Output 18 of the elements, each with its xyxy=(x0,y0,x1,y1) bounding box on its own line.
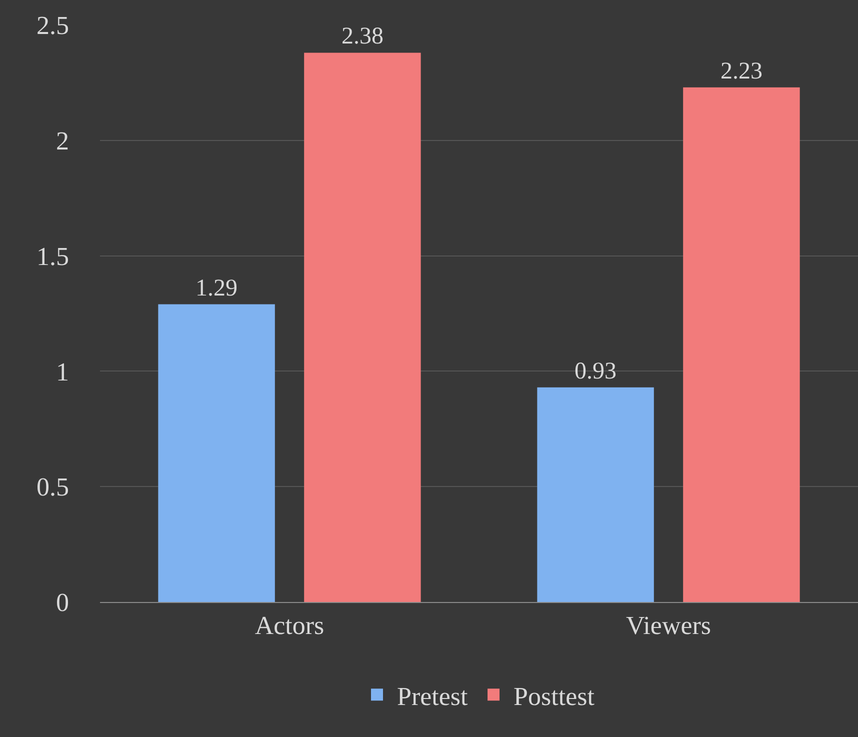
x-tick-label: Actors xyxy=(254,611,324,640)
bar xyxy=(158,304,275,602)
y-tick-label: 1 xyxy=(56,357,69,386)
legend-label: Posttest xyxy=(514,682,596,711)
data-label: 2.38 xyxy=(341,24,384,50)
bar xyxy=(304,52,421,602)
y-tick-label: 1.5 xyxy=(36,242,69,271)
bar xyxy=(537,387,654,602)
y-tick-label: 0.5 xyxy=(36,472,69,502)
bar xyxy=(683,87,800,602)
data-label: 2.23 xyxy=(720,58,762,84)
y-tick-label: 0 xyxy=(56,588,69,618)
y-tick-label: 2 xyxy=(56,126,69,156)
y-tick-label: 2.5 xyxy=(36,11,69,40)
legend-label: Pretest xyxy=(397,682,469,711)
data-label: 0.93 xyxy=(574,358,617,384)
x-tick-label: Viewers xyxy=(626,611,712,640)
data-label: 1.29 xyxy=(196,275,238,302)
